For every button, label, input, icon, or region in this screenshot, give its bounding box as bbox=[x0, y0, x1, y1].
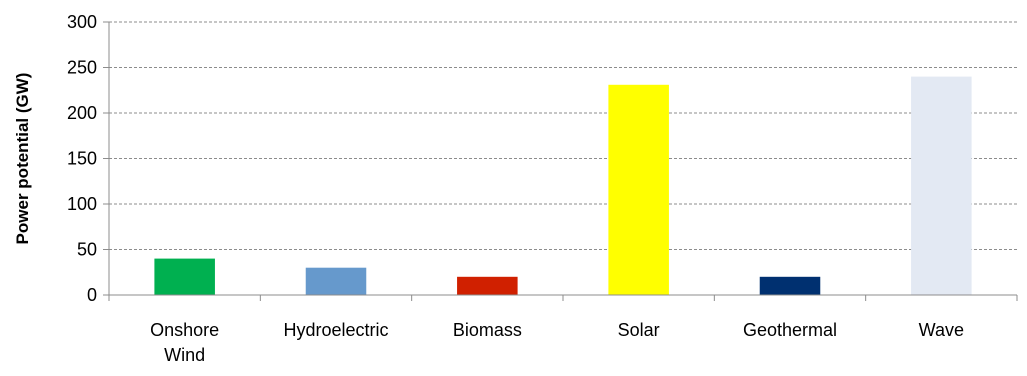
bar-4 bbox=[759, 276, 821, 295]
x-category-label: Biomass bbox=[453, 320, 522, 340]
bar-1 bbox=[305, 267, 367, 295]
x-category-label-line: Wind bbox=[164, 345, 205, 365]
x-category-label: Hydroelectric bbox=[283, 320, 388, 340]
x-category-label-line: Hydroelectric bbox=[283, 320, 388, 340]
x-category-label-line: Biomass bbox=[453, 320, 522, 340]
y-tick-label: 250 bbox=[67, 58, 97, 78]
bar-5 bbox=[911, 76, 972, 295]
y-tick-label: 50 bbox=[77, 240, 97, 260]
y-axis-title: Power potential (GW) bbox=[13, 73, 32, 245]
x-category-label-line: Wave bbox=[919, 320, 964, 340]
y-tick-label: 150 bbox=[67, 149, 97, 169]
y-tick-label: 0 bbox=[87, 285, 97, 305]
y-tick-label: 200 bbox=[67, 103, 97, 123]
x-category-label: Onshore Wind bbox=[150, 320, 219, 365]
x-category-label: Geothermal bbox=[743, 320, 837, 340]
x-category-label-line: Geothermal bbox=[743, 320, 837, 340]
y-tick-label: 300 bbox=[67, 12, 97, 32]
bar-0 bbox=[154, 258, 215, 295]
x-category-label: Wave bbox=[919, 320, 964, 340]
y-tick-label: 100 bbox=[67, 194, 97, 214]
x-category-label-line: Solar bbox=[618, 320, 660, 340]
x-category-label-line: Onshore bbox=[150, 320, 219, 340]
bar-3 bbox=[608, 84, 669, 295]
x-category-label: Solar bbox=[618, 320, 660, 340]
bar-2 bbox=[457, 276, 518, 295]
